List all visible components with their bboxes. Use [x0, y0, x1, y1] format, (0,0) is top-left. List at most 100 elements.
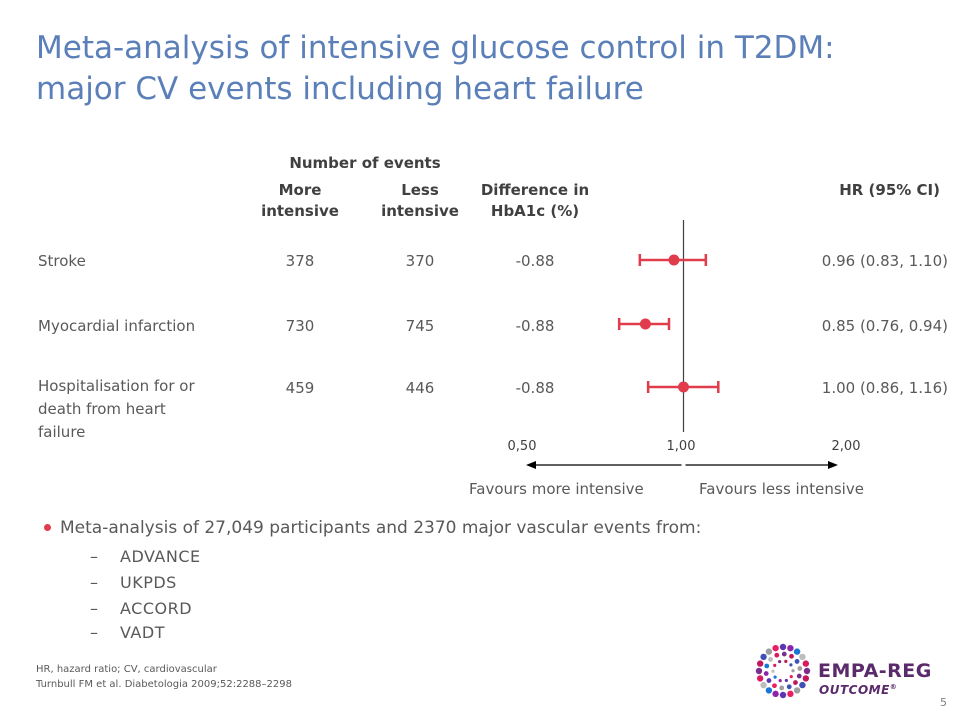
- row2-more-events: 730: [285, 317, 315, 335]
- row3-less-events: 446: [405, 379, 435, 397]
- logo-dot: [802, 660, 810, 667]
- logo-dot: [799, 653, 806, 661]
- page-number: 5: [940, 696, 947, 709]
- row2-less-events: 745: [405, 317, 435, 335]
- row2-hr-text: 0.85 (0.76, 0.94): [821, 317, 948, 335]
- logo-dot: [784, 659, 788, 664]
- favours-less-intensive: Favours less intensive: [699, 480, 864, 498]
- header-more-intensive: More intensive: [250, 180, 350, 222]
- logo-dot: [789, 653, 794, 659]
- x-tick-0-50: 0,50: [507, 439, 537, 454]
- logo-dot: [763, 671, 769, 676]
- footer-abbreviations: HR, hazard ratio; CV, cardiovascular: [36, 664, 217, 675]
- bullet-sub-vadt: VADT: [120, 623, 165, 642]
- logo-dot: [755, 667, 763, 675]
- logo-dot: [779, 685, 785, 691]
- logo-dot: [772, 690, 779, 698]
- header-hr-ci: HR (95% CI): [839, 181, 940, 199]
- row-label-stroke: Stroke: [38, 252, 86, 270]
- logo-dot: [791, 669, 795, 673]
- row3-label-line1: Hospitalisation for or: [38, 377, 195, 395]
- logo-dot: [779, 643, 787, 651]
- logo-dot: [786, 684, 792, 690]
- logo-dot: [764, 663, 770, 669]
- logo-dot: [793, 687, 801, 694]
- bullet-dot-icon: [44, 524, 51, 531]
- bullet-main: Meta-analysis of 27,049 participants and…: [60, 518, 702, 538]
- header-less-intensive: Less intensive: [370, 180, 470, 222]
- bullet-sub-dash-1: –: [90, 547, 99, 566]
- logo-dot: [789, 663, 793, 667]
- x-tick-2-00: 2,00: [831, 439, 861, 454]
- logo-dot: [766, 678, 772, 683]
- logo-dot: [781, 651, 787, 657]
- logo-dot: [779, 691, 787, 699]
- empa-reg-logo-icon: [755, 643, 811, 699]
- logo-dot: [768, 657, 773, 662]
- row1-hba1c-diff: -0.88: [515, 252, 555, 270]
- hr-point-row-1: [668, 254, 680, 266]
- row3-hr-text: 1.00 (0.86, 1.16): [821, 379, 948, 397]
- footer-reference: Turnbull FM et al. Diabetologia 2009;52:…: [36, 679, 292, 690]
- logo-dot: [784, 678, 788, 683]
- row1-less-events: 370: [405, 252, 435, 270]
- row3-label-line2: death from heart: [38, 400, 166, 418]
- bullet-sub-dash-3: –: [90, 599, 99, 618]
- logo-dot: [778, 659, 782, 664]
- hr-point-row-3: [678, 381, 689, 393]
- favours-left-arrowhead: [526, 461, 536, 469]
- logo-dot: [773, 663, 777, 667]
- logo-dot: [760, 681, 767, 689]
- bullet-sub-accord: ACCORD: [120, 599, 193, 618]
- header-less-line1: Less: [401, 181, 439, 199]
- header-number-of-events: Number of events: [289, 154, 441, 172]
- row3-more-events: 459: [285, 379, 315, 397]
- logo-dot: [771, 669, 775, 673]
- hr-point-row-2: [639, 318, 651, 330]
- favours-more-intensive: Favours more intensive: [469, 480, 644, 498]
- header-more-line2: intensive: [261, 202, 339, 220]
- row-label-hf: Hospitalisation for or death from heart …: [38, 375, 195, 444]
- header-diff-line1: Difference in: [480, 181, 590, 199]
- logo-dot: [787, 644, 794, 652]
- logo-dot: [787, 690, 794, 698]
- logo-dot: [794, 659, 800, 664]
- bullet-sub-dash-4: –: [90, 623, 99, 642]
- header-less-line2: intensive: [381, 202, 459, 220]
- bullet-sub-dash-2: –: [90, 573, 99, 592]
- logo-dot: [803, 667, 811, 675]
- logo-dot: [772, 683, 777, 689]
- header-difference-hba1c: Difference in HbA1c (%): [470, 180, 600, 222]
- logo-dot: [789, 675, 793, 679]
- logo-reg-mark: ®: [889, 683, 898, 691]
- logo-dot: [765, 687, 773, 694]
- row2-hba1c-diff: -0.88: [515, 317, 555, 335]
- logo-dot: [802, 675, 810, 682]
- bullet-sub-ukpds: UKPDS: [120, 573, 177, 592]
- logo-dot: [799, 681, 806, 689]
- page-title: Meta-analysis of intensive glucose contr…: [36, 30, 835, 107]
- logo-dot: [773, 675, 777, 679]
- logo-dot: [778, 678, 782, 683]
- logo-dot: [796, 673, 802, 679]
- logo-dot: [793, 680, 798, 685]
- row3-hba1c-diff: -0.88: [515, 379, 555, 397]
- x-tick-1-00: 1,00: [666, 439, 696, 454]
- row-label-mi: Myocardial infarction: [38, 317, 196, 335]
- logo-dot: [756, 675, 764, 682]
- bullet-sub-advance: ADVANCE: [120, 547, 201, 566]
- logo-empa-reg: EMPA-REG: [818, 660, 932, 682]
- logo-dot: [756, 660, 764, 667]
- logo-outcome-text: OUTCOME: [819, 683, 890, 697]
- row1-more-events: 378: [285, 252, 315, 270]
- logo-outcome: OUTCOME®: [819, 683, 897, 697]
- row1-hr-text: 0.96 (0.83, 1.10): [821, 252, 948, 270]
- logo-dot: [774, 652, 780, 658]
- logo-dot: [797, 666, 803, 671]
- logo-dot: [760, 653, 767, 661]
- logo-dot: [772, 644, 779, 652]
- logo-dot: [765, 648, 773, 655]
- row3-label-line3: failure: [38, 423, 86, 441]
- header-more-line1: More: [278, 181, 322, 199]
- logo-dot: [793, 648, 801, 655]
